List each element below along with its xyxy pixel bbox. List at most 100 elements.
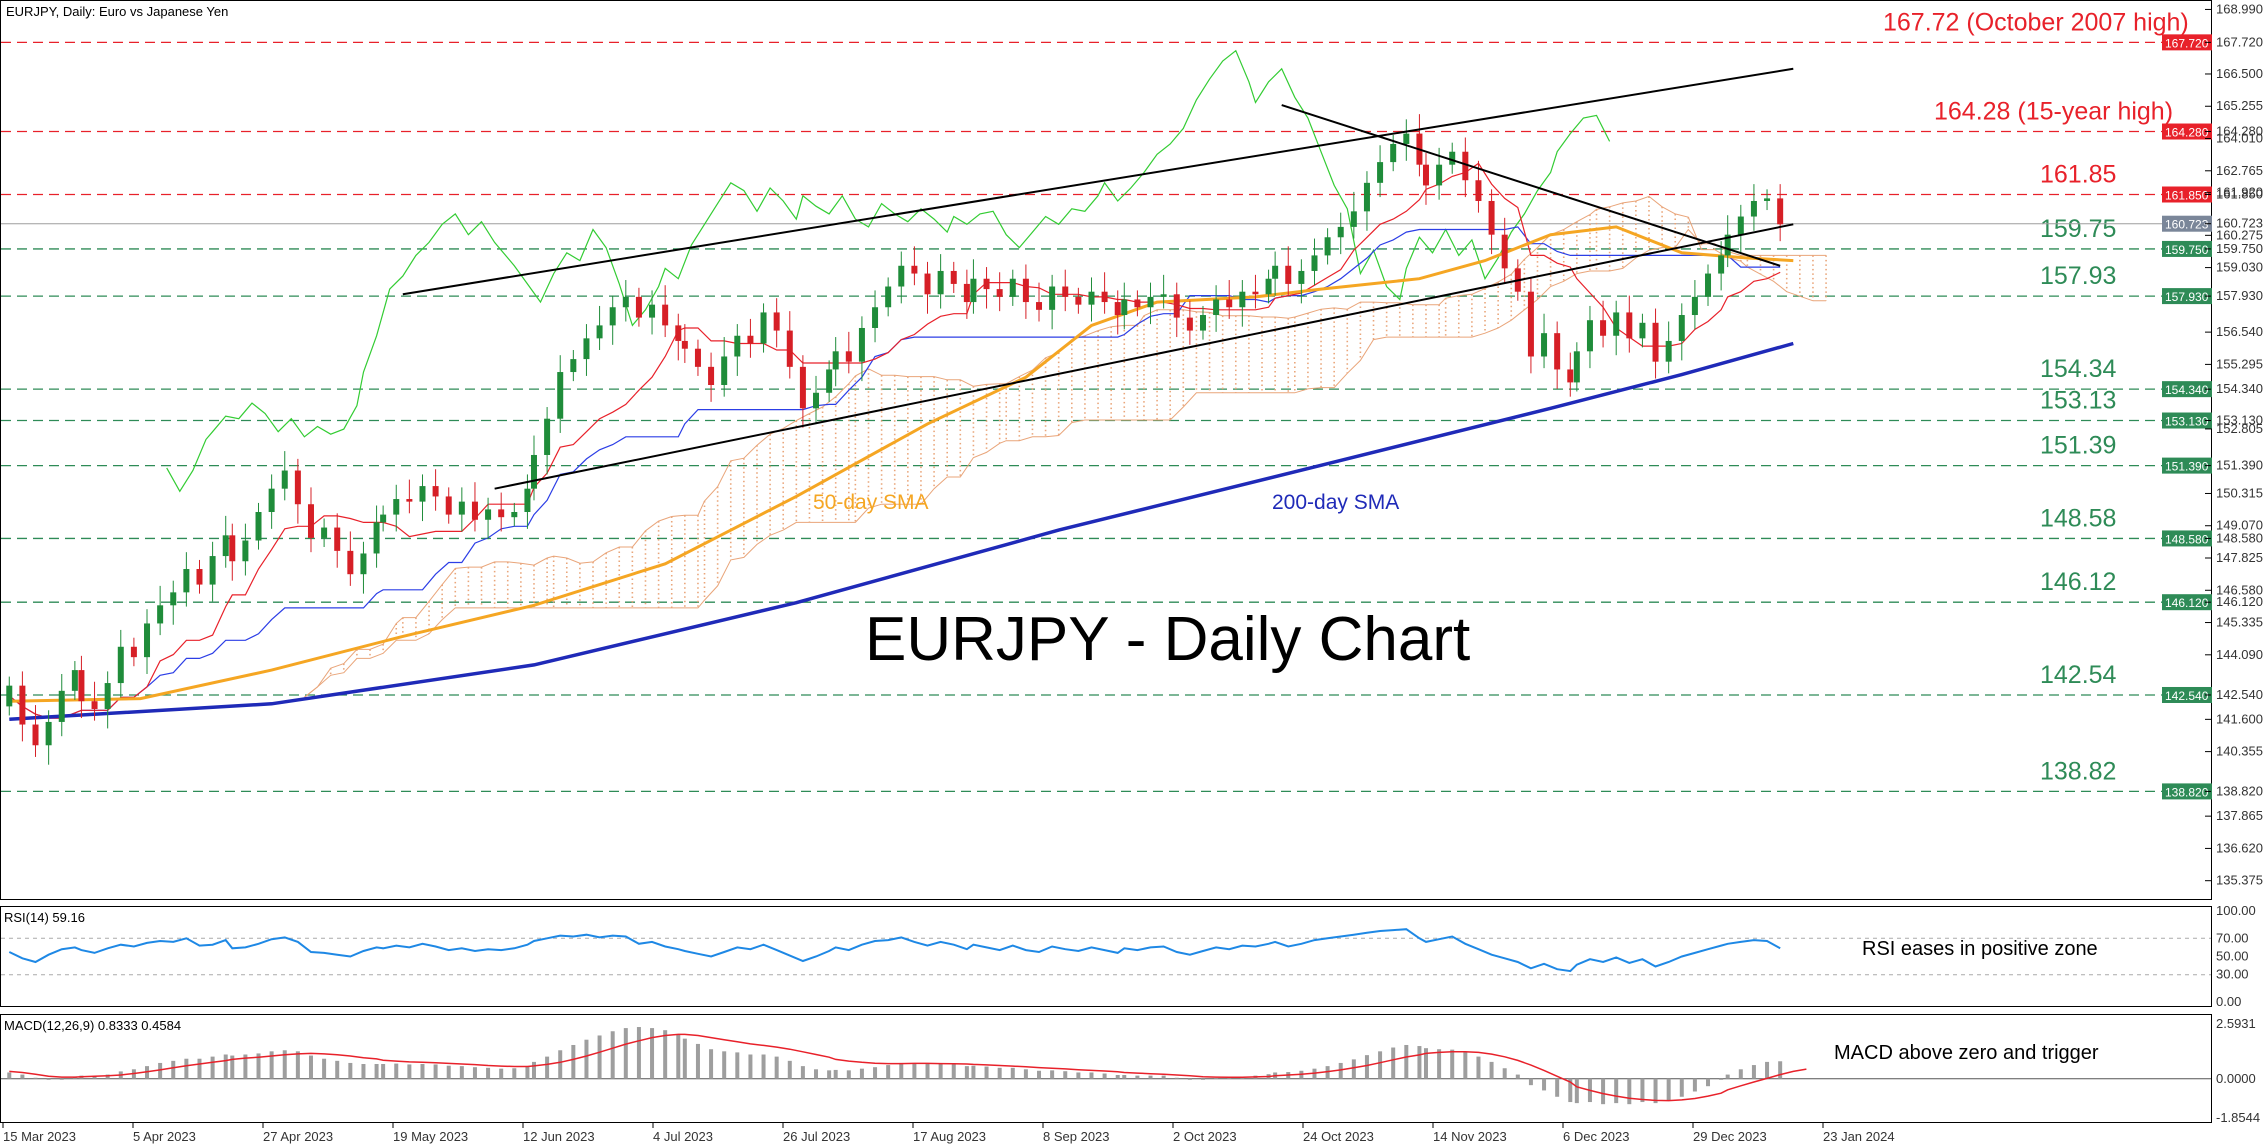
candle-body <box>1541 333 1548 357</box>
price-tick-label: 164.010 <box>2216 131 2263 146</box>
macd-bar <box>446 1065 451 1079</box>
macd-bar <box>230 1055 235 1079</box>
candle-body <box>649 304 656 318</box>
candle-body <box>1285 265 1292 284</box>
level-price-tag <box>2162 594 2212 611</box>
rsi-panel-frame <box>0 906 2212 1007</box>
level-price-tag-text: 146.120 <box>2165 596 2209 610</box>
candle-body <box>1724 234 1731 256</box>
macd-bar <box>1679 1078 1684 1097</box>
macd-bar <box>833 1069 838 1079</box>
price-tick-label: 151.390 <box>2216 458 2263 473</box>
candle-body <box>393 499 400 515</box>
price-tick-label: 157.930 <box>2216 288 2263 303</box>
candle-body <box>1134 299 1141 308</box>
candle-body <box>360 553 367 575</box>
macd-tick-label: 2.5931 <box>2216 1016 2256 1031</box>
candle-body <box>117 646 124 684</box>
date-tick-label: 17 Aug 2023 <box>913 1129 986 1144</box>
candle-body <box>937 270 944 295</box>
macd-bar <box>243 1054 248 1079</box>
candle-body <box>1718 255 1725 274</box>
macd-bar <box>682 1038 687 1079</box>
macd-bar <box>33 1077 38 1079</box>
macd-bar <box>394 1063 399 1079</box>
macd-bar <box>623 1028 628 1079</box>
candle-body <box>1652 322 1659 362</box>
candle-body <box>826 369 833 393</box>
candle-body <box>1488 200 1495 235</box>
level-label: 159.75 <box>2040 215 2116 243</box>
macd-bar <box>308 1055 313 1079</box>
candle-body <box>596 325 603 339</box>
candle-body <box>662 304 669 326</box>
macd-bar <box>997 1067 1002 1079</box>
macd-bar <box>1391 1047 1396 1079</box>
macd-bar <box>1502 1068 1507 1079</box>
candle-body <box>845 351 852 362</box>
candle-body <box>1737 216 1744 235</box>
candle-body <box>71 670 78 691</box>
candle-body <box>1705 273 1712 297</box>
rsi-tick-label: 50.00 <box>2216 949 2249 964</box>
macd-bar <box>571 1044 576 1079</box>
macd-bar <box>499 1068 504 1079</box>
candle-body <box>307 504 314 538</box>
macd-bar <box>650 1028 655 1079</box>
macd-bar <box>787 1060 792 1079</box>
macd-bar <box>748 1054 753 1079</box>
macd-bar <box>859 1068 864 1079</box>
macd-bar <box>322 1058 327 1079</box>
rsi-tick-label: 30.00 <box>2216 967 2249 982</box>
macd-bar <box>20 1074 25 1079</box>
macd-bar <box>984 1066 989 1079</box>
macd-bar <box>295 1051 300 1079</box>
candle-body <box>1377 162 1384 183</box>
candlesticks <box>6 114 1784 765</box>
macd-bar <box>184 1058 189 1079</box>
rsi-tick-label: 0.00 <box>2216 994 2241 1009</box>
candle-body <box>170 592 177 606</box>
date-tick-label: 5 Apr 2023 <box>133 1129 196 1144</box>
macd-bar <box>374 1064 379 1079</box>
candle-body <box>1527 291 1534 357</box>
level-label: 146.12 <box>2040 568 2116 596</box>
macd-bar <box>1115 1075 1120 1079</box>
macd-bar <box>1627 1078 1632 1105</box>
macd-bar <box>597 1035 602 1079</box>
macd-bar <box>636 1027 641 1079</box>
candle-body <box>1062 286 1069 297</box>
price-tick-label: 162.765 <box>2216 163 2263 178</box>
level-price-tag-text: 164.280 <box>2165 126 2209 140</box>
candle-body <box>334 527 341 551</box>
tenkan-line <box>8 162 1781 719</box>
rsi-tick-label: 100.00 <box>2216 903 2256 918</box>
rsi-tick-label: 70.00 <box>2216 930 2249 945</box>
candle-body <box>544 418 551 455</box>
candle-body <box>1173 294 1180 318</box>
candle-body <box>813 392 820 409</box>
candle-body <box>530 454 537 489</box>
rsi-header: RSI(14) 59.16 <box>4 910 85 925</box>
level-label: 153.13 <box>2040 387 2116 415</box>
date-tick-label: 6 Dec 2023 <box>1563 1129 1630 1144</box>
macd-bar <box>912 1062 917 1079</box>
date-tick-label: 4 Jul 2023 <box>653 1129 713 1144</box>
candle-body <box>786 330 793 367</box>
macd-bar <box>223 1054 228 1079</box>
candle-body <box>1049 286 1056 310</box>
date-tick-label: 14 Nov 2023 <box>1433 1129 1507 1144</box>
macd-bar <box>525 1066 530 1079</box>
level-label: 164.28 (15-year high) <box>1934 98 2173 126</box>
macd-bar <box>1463 1052 1468 1079</box>
candle-body <box>1678 315 1685 341</box>
date-tick-label: 19 May 2023 <box>393 1129 468 1144</box>
macd-bar <box>1601 1078 1606 1105</box>
macd-bar <box>1187 1078 1192 1080</box>
macd-bar <box>735 1052 740 1079</box>
macd-bar <box>531 1061 536 1079</box>
macd-bar <box>1135 1075 1140 1079</box>
candle-body <box>950 270 957 284</box>
level-price-tag <box>2162 783 2212 800</box>
macd-bar <box>407 1064 412 1079</box>
